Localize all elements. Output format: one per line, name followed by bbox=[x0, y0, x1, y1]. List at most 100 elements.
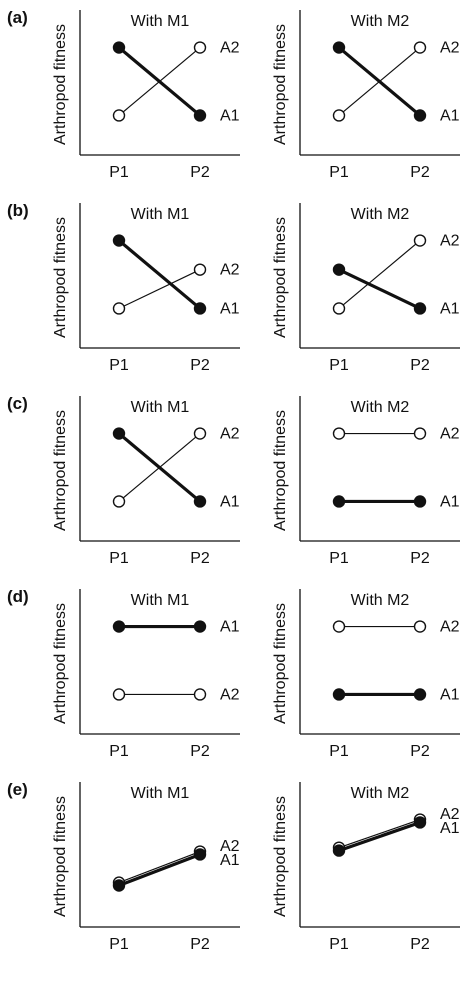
data-point bbox=[413, 109, 427, 122]
series-label: A1 bbox=[220, 300, 240, 317]
panel-letter: (c) bbox=[7, 394, 28, 413]
series-label: A2 bbox=[220, 686, 240, 703]
y-axis-label: Arthropod fitness bbox=[52, 410, 69, 531]
x-tick-label: P1 bbox=[329, 550, 349, 567]
series-line bbox=[337, 46, 422, 117]
x-tick-label: P2 bbox=[410, 164, 430, 181]
series-line bbox=[117, 432, 202, 503]
series-label: A2 bbox=[440, 40, 460, 57]
panel-letter: (a) bbox=[7, 8, 28, 27]
x-tick-label: P1 bbox=[109, 357, 129, 374]
data-point bbox=[193, 41, 207, 54]
panel-title: With M1 bbox=[131, 592, 190, 609]
y-axis-label: Arthropod fitness bbox=[272, 24, 289, 145]
panel-1-left: (a) Arthropod fitness With M1 P1 P2 A2 A1 bbox=[7, 8, 240, 181]
data-point bbox=[112, 427, 126, 440]
y-axis-label: Arthropod fitness bbox=[52, 217, 69, 338]
panel-4-right: Arthropod fitness With M2 P1 P2 A2 A1 bbox=[272, 589, 460, 760]
panel-2-right: Arthropod fitness With M2 P1 P2 A2 A1 bbox=[272, 203, 460, 374]
data-point bbox=[413, 688, 427, 701]
panel-title: With M1 bbox=[131, 399, 190, 416]
panel-title: With M2 bbox=[351, 13, 410, 30]
series-label: A2 bbox=[220, 40, 240, 57]
panel-letter: (d) bbox=[7, 587, 29, 606]
panel-title: With M2 bbox=[351, 206, 410, 223]
y-axis-label: Arthropod fitness bbox=[272, 796, 289, 917]
series-label: A2 bbox=[440, 619, 460, 636]
data-point bbox=[332, 41, 346, 54]
panel-title: With M2 bbox=[351, 785, 410, 802]
data-point bbox=[413, 302, 427, 315]
series-label: A2 bbox=[220, 838, 240, 855]
data-point bbox=[332, 844, 346, 857]
series-label: A2 bbox=[440, 426, 460, 443]
x-tick-label: P1 bbox=[329, 164, 349, 181]
x-tick-label: P2 bbox=[410, 743, 430, 760]
series-label: A1 bbox=[220, 107, 240, 124]
data-point bbox=[332, 263, 346, 276]
data-point bbox=[332, 427, 346, 440]
series-label: A1 bbox=[440, 300, 460, 317]
series-label: A1 bbox=[440, 820, 460, 837]
series-label: A2 bbox=[220, 426, 240, 443]
data-point bbox=[112, 879, 126, 892]
panel-2-left: (b) Arthropod fitness With M1 P1 P2 A2 A1 bbox=[7, 201, 240, 374]
x-tick-label: P2 bbox=[190, 550, 210, 567]
panel-3-right: Arthropod fitness With M2 P1 P2 A2 A1 bbox=[272, 396, 460, 567]
x-tick-label: P1 bbox=[109, 550, 129, 567]
data-point bbox=[112, 620, 126, 633]
panel-3-left: (c) Arthropod fitness With M1 P1 P2 A2 A1 bbox=[7, 394, 240, 567]
data-point bbox=[413, 816, 427, 829]
x-tick-label: P2 bbox=[190, 743, 210, 760]
panel-4-left: (d) Arthropod fitness With M1 P1 P2 A1 A2 bbox=[7, 587, 240, 760]
x-tick-label: P1 bbox=[109, 743, 129, 760]
x-tick-label: P1 bbox=[109, 936, 129, 953]
data-point bbox=[193, 302, 207, 315]
series-label: A1 bbox=[440, 686, 460, 703]
data-point bbox=[112, 109, 126, 122]
data-point bbox=[193, 848, 207, 861]
data-point bbox=[112, 302, 126, 315]
x-tick-label: P1 bbox=[329, 743, 349, 760]
series-label: A2 bbox=[440, 806, 460, 823]
x-tick-label: P2 bbox=[410, 357, 430, 374]
data-point bbox=[112, 41, 126, 54]
data-point bbox=[112, 688, 126, 701]
data-point bbox=[413, 41, 427, 54]
y-axis-label: Arthropod fitness bbox=[272, 603, 289, 724]
series-line bbox=[338, 240, 421, 309]
y-axis-label: Arthropod fitness bbox=[52, 603, 69, 724]
data-point bbox=[332, 495, 346, 508]
data-point bbox=[413, 234, 427, 247]
series-label: A2 bbox=[220, 262, 240, 279]
panel-title: With M2 bbox=[351, 592, 410, 609]
panel-title: With M1 bbox=[131, 13, 190, 30]
data-point bbox=[193, 688, 207, 701]
series-line bbox=[118, 852, 201, 888]
data-point bbox=[193, 263, 207, 276]
y-axis-label: Arthropod fitness bbox=[52, 796, 69, 917]
series-line bbox=[117, 46, 202, 117]
series-line bbox=[338, 820, 421, 853]
series-line bbox=[117, 239, 202, 310]
panel-letter: (b) bbox=[7, 201, 29, 220]
x-tick-label: P2 bbox=[410, 936, 430, 953]
series-label: A2 bbox=[440, 233, 460, 250]
data-point bbox=[193, 620, 207, 633]
y-axis-label: Arthropod fitness bbox=[272, 410, 289, 531]
data-point bbox=[332, 302, 346, 315]
data-point bbox=[193, 427, 207, 440]
series-label: A1 bbox=[220, 852, 240, 869]
data-point bbox=[332, 688, 346, 701]
x-tick-label: P2 bbox=[190, 936, 210, 953]
series-label: A1 bbox=[220, 619, 240, 636]
panel-1-right: Arthropod fitness With M2 P1 P2 A2 A1 bbox=[272, 10, 460, 181]
y-axis-label: Arthropod fitness bbox=[272, 217, 289, 338]
series-label: A1 bbox=[220, 493, 240, 510]
data-point bbox=[413, 427, 427, 440]
panel-letter: (e) bbox=[7, 780, 28, 799]
series-line bbox=[118, 850, 201, 884]
